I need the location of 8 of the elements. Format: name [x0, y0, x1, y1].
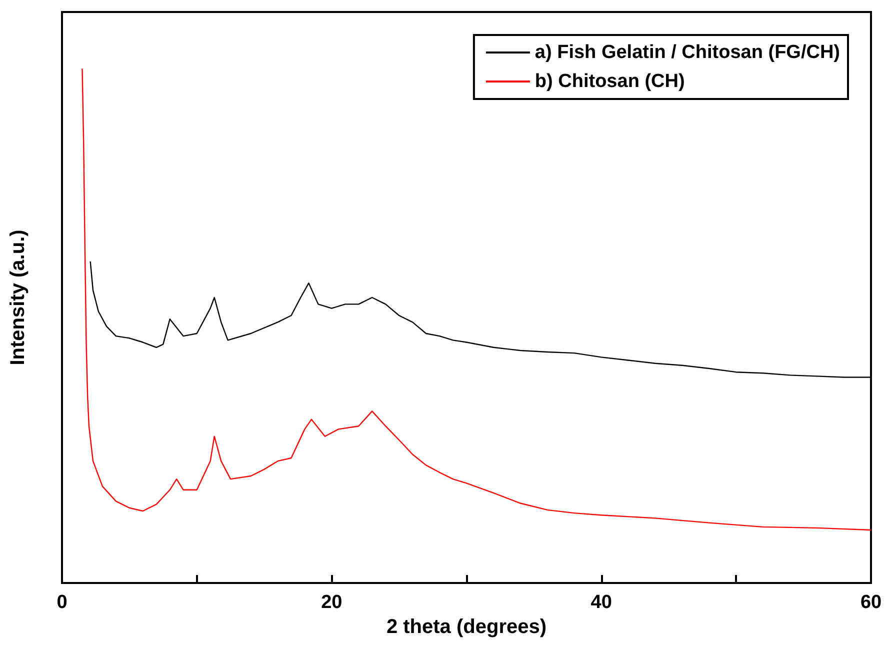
x-tick-label: 60 [860, 592, 882, 613]
x-tick-label: 20 [321, 592, 342, 613]
x-tick-label: 0 [56, 592, 68, 613]
y-axis-title: Intensity (a.u.) [7, 230, 29, 366]
x-tick-label: 40 [590, 592, 612, 613]
legend-label: a) Fish Gelatin / Chitosan (FG/CH) [534, 42, 840, 63]
x-axis-title: 2 theta (degrees) [386, 616, 547, 638]
legend-label: b) Chitosan (CH) [534, 71, 685, 92]
